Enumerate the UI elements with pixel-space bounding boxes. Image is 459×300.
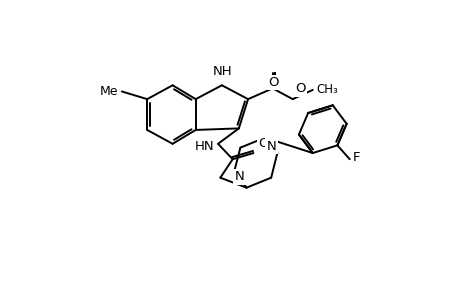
Text: CH₃: CH₃	[316, 83, 338, 96]
Text: Me: Me	[99, 85, 118, 98]
Text: N: N	[234, 170, 244, 183]
Text: N: N	[266, 140, 276, 153]
Text: HN: HN	[194, 140, 214, 153]
Text: O: O	[294, 82, 305, 95]
Text: O: O	[257, 137, 268, 150]
Text: O: O	[268, 76, 278, 89]
Text: NH: NH	[213, 65, 232, 78]
Text: F: F	[352, 151, 359, 164]
